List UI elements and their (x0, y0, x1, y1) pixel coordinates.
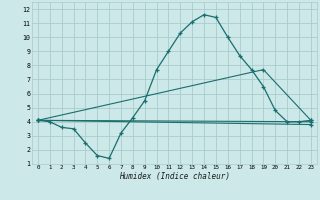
X-axis label: Humidex (Indice chaleur): Humidex (Indice chaleur) (119, 172, 230, 181)
